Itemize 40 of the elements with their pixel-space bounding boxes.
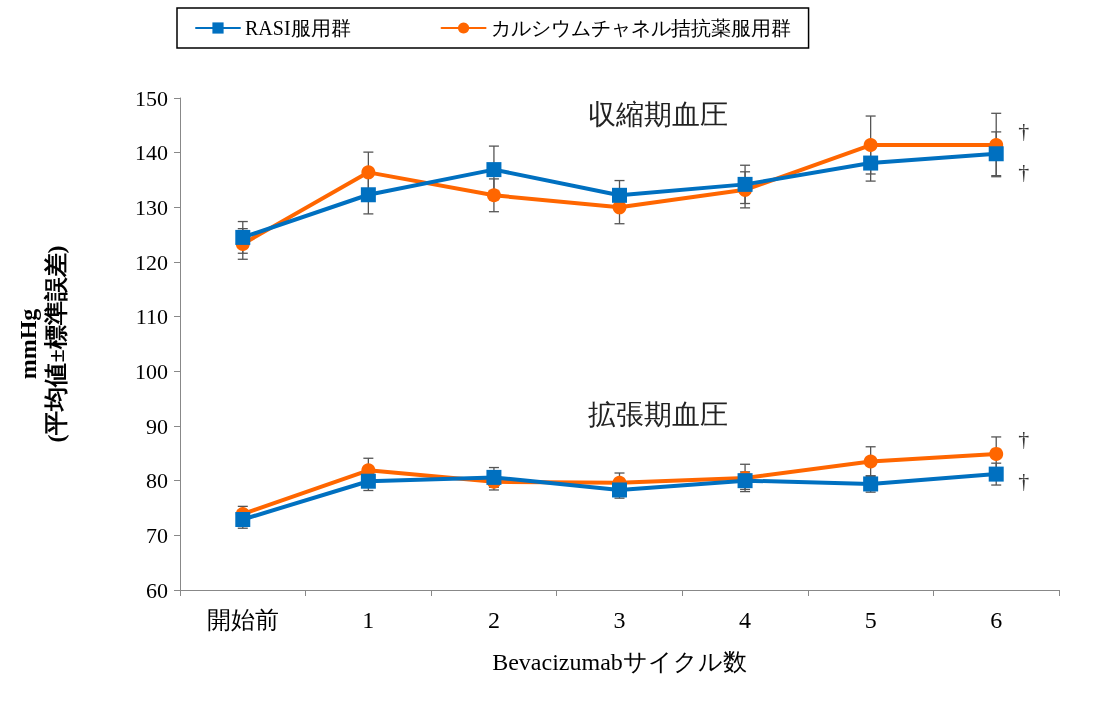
x-tick-label: 1 — [362, 607, 375, 633]
point — [235, 229, 251, 245]
point — [988, 466, 1004, 482]
point — [863, 138, 878, 153]
point — [737, 176, 753, 192]
annotation: † — [1018, 425, 1030, 451]
y-tick-label: 100 — [135, 358, 168, 384]
y-tick-label: 150 — [135, 85, 168, 111]
x-tick-label: 開始前 — [206, 607, 279, 633]
y-tick-label: 90 — [146, 413, 168, 439]
point — [988, 146, 1004, 162]
x-tick-label: 6 — [990, 607, 1003, 633]
point — [486, 188, 501, 203]
y-tick-label: 60 — [146, 577, 168, 603]
annotation: 拡張期血圧 — [588, 398, 728, 430]
point — [486, 162, 502, 178]
y-tick-label: 120 — [135, 249, 168, 275]
x-axis-title: Bevacizumabサイクル数 — [492, 649, 747, 675]
y-tick-label: 130 — [135, 194, 168, 220]
x-tick-label: 2 — [487, 607, 500, 633]
point — [361, 165, 376, 180]
point — [612, 187, 627, 203]
annotation: 収縮期血圧 — [588, 98, 728, 130]
point — [863, 454, 878, 469]
x-tick-label: 4 — [739, 607, 752, 633]
x-tick-label: 5 — [864, 607, 877, 633]
y-tick-label: 140 — [135, 140, 168, 166]
x-tick-label: 3 — [613, 607, 626, 633]
y-tick-label: 70 — [146, 522, 168, 548]
legend-label: RASI服用群 — [245, 17, 351, 39]
annotation: † — [1018, 159, 1030, 185]
y-tick-label: 80 — [146, 468, 168, 494]
y-axis-title: mmHg (平均値±標準誤差) — [15, 245, 69, 443]
point — [863, 155, 879, 171]
annotation: † — [1018, 118, 1030, 144]
point — [989, 446, 1004, 461]
y-tick-label: 110 — [135, 304, 168, 330]
point — [360, 187, 376, 203]
legend-label: カルシウムチャネル拮抗薬服用群 — [490, 17, 791, 39]
annotation: † — [1018, 468, 1030, 494]
